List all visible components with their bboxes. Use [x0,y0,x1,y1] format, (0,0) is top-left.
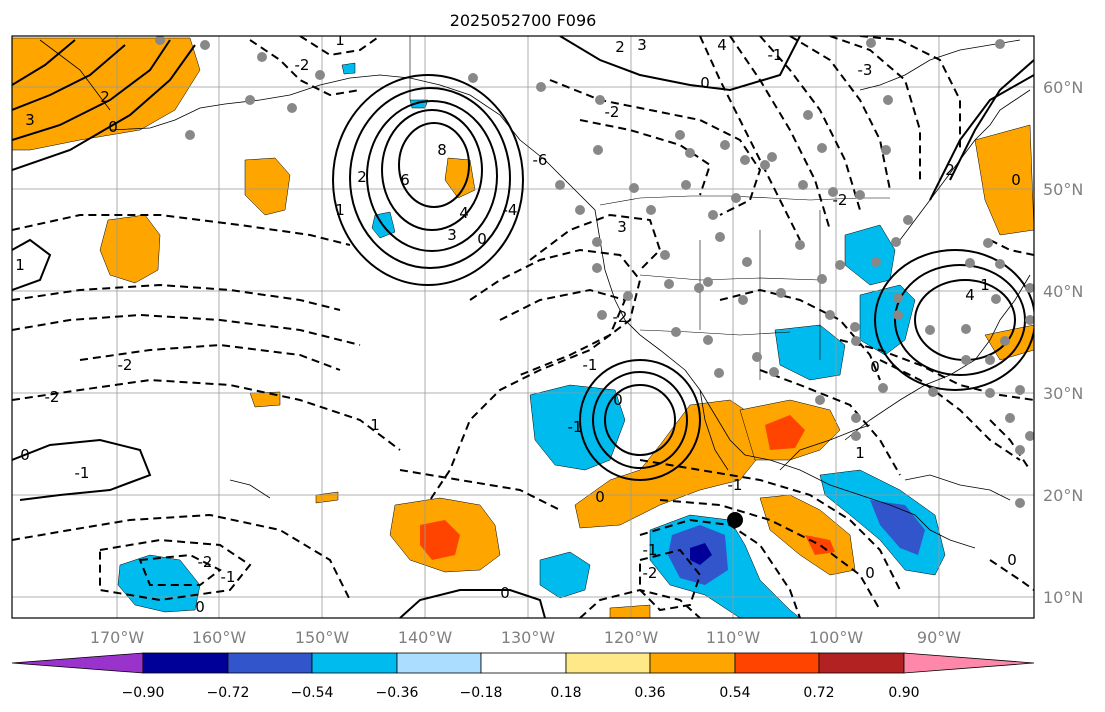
contour-label: 1 [855,444,865,462]
contour-label: -2 [605,103,620,121]
lon-tick-label: 130°W [501,628,556,647]
colorbar-label: −0.72 [207,685,250,701]
black-marker-dot [727,512,743,528]
contour-label: 2 [100,88,110,106]
map-title: 2025052700 F096 [450,11,597,30]
contour-label: 1 [335,201,345,219]
colorbar-segment [903,652,1035,674]
colorbar-segment [818,652,905,674]
contour-label: 1 [15,256,25,274]
contour-label: 8 [437,141,447,159]
colorbar-label: 0.18 [550,685,581,701]
contour-label: -1 [583,356,598,374]
contour-label: 0 [613,391,623,409]
navy-fill-regions [690,543,712,565]
colorbar-segment [142,652,229,674]
station-dots [155,36,1034,508]
contour-label: 0 [108,118,118,136]
colorbar-label: 0.36 [634,685,665,701]
lat-tick-label: 60°N [1043,78,1083,97]
contour-label: 0 [700,74,710,92]
contour-label: 4 [965,286,975,304]
contour-label: -1 [221,568,236,586]
contour-label: 0 [20,446,30,464]
colorbar-label: −0.90 [122,685,165,701]
colorbar-label: 0.54 [719,685,750,701]
colorbar-segment [396,652,482,674]
lat-tick-label: 40°N [1043,282,1083,301]
contour-label: -6 [533,151,548,169]
colorbar [11,652,1035,674]
contour-label: 0 [870,358,880,376]
dashed-contours [12,36,1034,618]
lon-tick-label: 90°W [917,628,961,647]
contour-label: 4 [459,204,469,222]
contour-label: 2 [357,168,367,186]
contour-label: 0 [500,584,510,602]
longitude-tick-labels: 170°W 160°W 150°W 140°W 130°W 120°W 110°… [90,628,961,647]
colorbar-label: 0.72 [803,685,834,701]
contour-label: 3 [25,111,35,129]
contour-label: 1 [335,31,345,49]
map-frame [11,35,1035,619]
lon-tick-label: 100°W [809,628,864,647]
contour-label: -2 [118,356,133,374]
colorbar-label: −0.54 [291,685,334,701]
latitude-tick-labels: 60°N 50°N 40°N 30°N 20°N 10°N [1043,78,1083,607]
contour-label: 4 [717,36,727,54]
contour-label: 0 [595,488,605,506]
contour-label: -2 [45,388,60,406]
lat-tick-label: 50°N [1043,180,1083,199]
lon-tick-label: 170°W [90,628,145,647]
contour-label: 0 [865,564,875,582]
colorbar-segment [11,652,144,674]
colorbar-label: 0.90 [888,685,919,701]
lon-tick-label: 160°W [192,628,247,647]
contour-label: -2 [613,308,628,326]
lon-tick-label: 140°W [398,628,453,647]
lon-tick-label: 150°W [295,628,350,647]
colorbar-segment [734,652,820,674]
colorbar-segment [311,652,398,674]
contour-label: -2 [833,191,848,209]
red-fill-regions [420,415,835,560]
colorbar-segment [649,652,736,674]
contour-label: -2 [643,564,658,582]
contour-label: -1 [728,476,743,494]
contour-label: -1 [568,418,583,436]
colorbar-label: −0.36 [376,685,419,701]
contour-labels: 2 3 0 -2 -2 1 -1 8 6 4 3 2 1 0 -2 -4 -6 … [15,31,1021,616]
colorbar-segment [480,652,567,674]
contour-label: -1 [75,464,90,482]
lat-tick-label: 30°N [1043,384,1083,403]
contour-label: 2 [945,161,955,179]
lat-tick-label: 10°N [1043,588,1083,607]
contour-label: -2 [198,553,213,571]
contour-label: -3 [858,61,873,79]
contour-label: 3 [617,218,627,236]
contour-label: -4 [503,201,518,219]
contour-label: 0 [1007,551,1017,569]
contour-label: 3 [447,226,457,244]
contour-label: 0 [477,230,487,248]
contour-label: 1 [980,276,990,294]
contour-label: 1 [370,416,380,434]
contour-label: 2 [615,38,625,56]
contour-label: 0 [1011,171,1021,189]
colorbar-label: −0.18 [460,685,503,701]
lon-tick-label: 120°W [604,628,659,647]
contour-label: 6 [400,171,410,189]
contour-label: -2 [295,56,310,74]
lon-tick-label: 110°W [706,628,761,647]
colorbar-segment [227,652,313,674]
contour-label: 0 [195,598,205,616]
contour-label: 3 [637,36,647,54]
colorbar-labels: −0.90 −0.72 −0.54 −0.36 −0.18 0.18 0.36 … [122,685,920,701]
lat-tick-label: 20°N [1043,486,1083,505]
colorbar-segment [565,652,651,674]
contour-label: -1 [768,46,783,64]
contour-label: -1 [643,541,658,559]
